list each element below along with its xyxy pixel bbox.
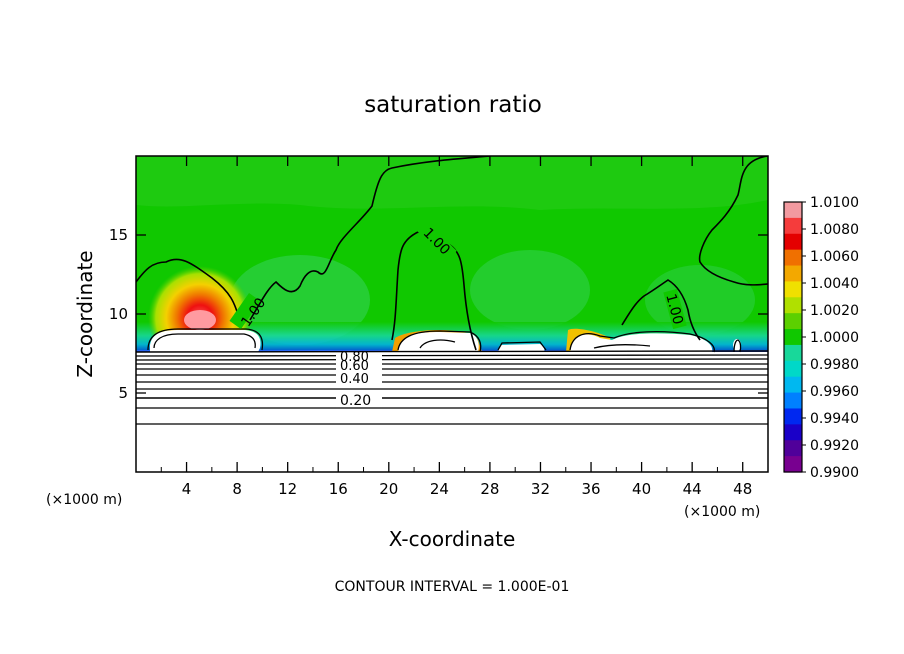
colorbar-tick-label: 1.0080 bbox=[810, 222, 859, 238]
contour-label: 0.60 bbox=[340, 359, 369, 374]
colorbar-tick-label: 0.9900 bbox=[810, 465, 859, 481]
x-tick-label: 32 bbox=[531, 480, 550, 498]
colorbar-swatch bbox=[784, 265, 802, 283]
colorbar: 1.0100 1.0080 1.0060 1.0040 1.0020 1.0000 0.99… bbox=[783, 195, 859, 481]
colorbar-tick-label: 0.9960 bbox=[810, 384, 859, 400]
y-tick-label: 15 bbox=[109, 226, 128, 244]
colorbar-tick-label: 1.0020 bbox=[810, 303, 859, 319]
colorbar-tick-label: 1.0000 bbox=[810, 330, 859, 346]
colorbar-swatch bbox=[784, 424, 802, 441]
colorbar-swatch bbox=[784, 313, 802, 330]
x-tick-label: 44 bbox=[683, 480, 702, 498]
x-unit-left: (×1000 m) bbox=[46, 492, 122, 508]
field-patch bbox=[136, 156, 768, 210]
x-tick-label: 48 bbox=[733, 480, 752, 498]
x-axis-label: X-coordinate bbox=[389, 527, 516, 551]
colorbar-tick-label: 0.9920 bbox=[810, 438, 859, 454]
contour-1.00 bbox=[136, 156, 768, 351]
cloud-region bbox=[150, 330, 261, 352]
cloud-outlines bbox=[147, 328, 742, 353]
colorbar-tick-label: 1.0100 bbox=[810, 195, 859, 211]
colorbar-swatch bbox=[784, 376, 802, 394]
x-tick-label: 16 bbox=[329, 480, 348, 498]
colorbar-tick-label: 1.0060 bbox=[810, 249, 859, 265]
contour-label: 0.20 bbox=[340, 393, 371, 409]
colorbar-swatch bbox=[784, 392, 802, 410]
y-axis-label: Z-coordinate bbox=[73, 250, 97, 377]
cloud-region bbox=[498, 344, 545, 352]
x-tick-label: 24 bbox=[430, 480, 449, 498]
colorbar-swatch bbox=[784, 440, 802, 457]
x-tick-label: 12 bbox=[278, 480, 297, 498]
contour-lower-stack bbox=[136, 350, 768, 425]
x-axis: 4 8 12 16 20 24 28 32 36 40 44 48 bbox=[160, 156, 752, 498]
x-tick-label: 20 bbox=[379, 480, 398, 498]
lower-layer bbox=[136, 352, 768, 472]
colorbar-swatch bbox=[784, 408, 802, 425]
contour-label: 1.00 bbox=[662, 292, 686, 326]
colorbar-tick-label: 0.9980 bbox=[810, 357, 859, 373]
colorbar-swatch bbox=[784, 233, 802, 251]
field-patch bbox=[470, 250, 590, 330]
x-tick-label: 8 bbox=[232, 480, 242, 498]
x-tick-label: 4 bbox=[182, 480, 192, 498]
colorbar-swatch bbox=[784, 344, 802, 362]
plot-area bbox=[136, 156, 768, 472]
x-tick-label: 28 bbox=[480, 480, 499, 498]
x-tick-label: 40 bbox=[632, 480, 651, 498]
colorbar-swatch bbox=[784, 297, 802, 314]
x-unit-right: (×1000 m) bbox=[684, 504, 760, 520]
cloud-region bbox=[398, 332, 479, 352]
moisture-core bbox=[184, 310, 216, 330]
colorbar-swatch bbox=[784, 456, 802, 473]
cloud-region bbox=[570, 333, 713, 352]
y-tick-label: 5 bbox=[118, 384, 128, 402]
y-axis: 5 10 15 bbox=[109, 226, 768, 402]
x-tick-label: 36 bbox=[581, 480, 600, 498]
colorbar-tick-label: 0.9940 bbox=[810, 411, 859, 427]
colorbar-swatch bbox=[784, 249, 802, 267]
colorbar-swatch bbox=[784, 217, 802, 235]
contour-interval-note: CONTOUR INTERVAL = 1.000E-01 bbox=[335, 579, 570, 595]
contour-label: 0.80 bbox=[340, 350, 369, 365]
colorbar-swatch bbox=[784, 281, 802, 298]
colorbar-swatch bbox=[784, 360, 802, 378]
colorbar-tick-label: 1.0040 bbox=[810, 276, 859, 292]
colorbar-swatch bbox=[784, 329, 802, 346]
contour-label: 0.40 bbox=[340, 372, 369, 387]
y-tick-label: 10 bbox=[109, 305, 128, 323]
colorbar-swatch bbox=[784, 202, 802, 219]
chart-title: saturation ratio bbox=[364, 92, 542, 118]
